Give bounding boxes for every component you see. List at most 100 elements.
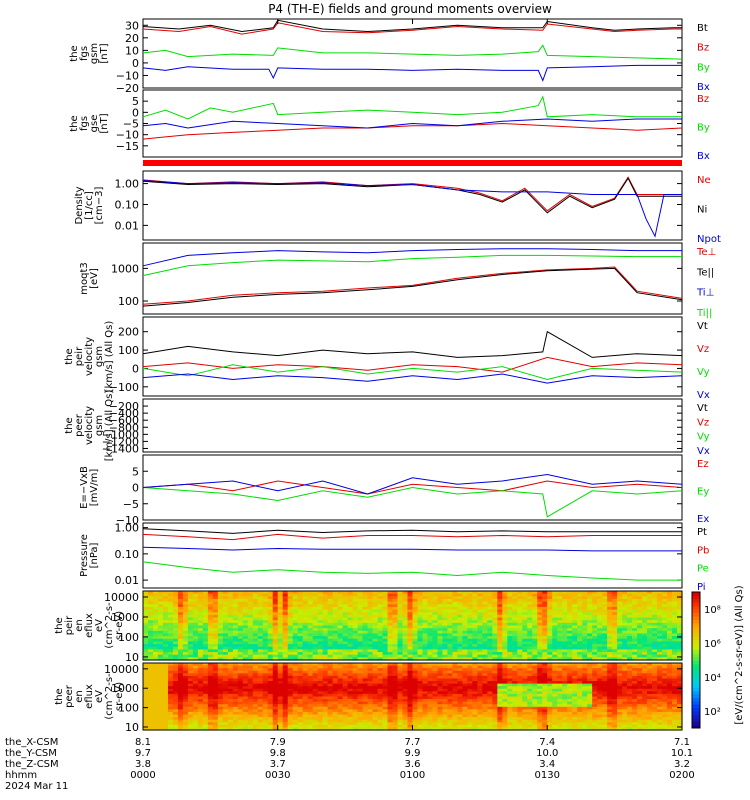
- spectrogram-cell: [402, 665, 409, 669]
- spectrogram-cell: [477, 649, 483, 653]
- spectrogram-cell: [287, 636, 294, 640]
- spectrogram-cell: [512, 609, 518, 613]
- spectrogram-cell: [202, 709, 209, 713]
- spectrogram-cell: [192, 636, 199, 640]
- spectrogram-cell: [272, 606, 279, 611]
- spectrogram-cell: [347, 699, 354, 703]
- panel-frame: [142, 170, 683, 241]
- spectrogram-cell: [462, 686, 468, 690]
- spectrogram-cell: [617, 652, 623, 656]
- spectrogram-cell: [472, 709, 478, 713]
- spectrogram-cell: [302, 614, 309, 619]
- spectrogram-cell: [302, 654, 309, 658]
- spectrogram-cell: [422, 596, 429, 600]
- spectrogram-cell: [492, 668, 498, 672]
- spectrogram-cell: [492, 641, 498, 645]
- spectrogram-cell: [677, 620, 683, 624]
- spectrogram-cell: [252, 652, 259, 656]
- spectrogram-cell: [627, 657, 633, 661]
- spectrogram-cell: [567, 652, 573, 656]
- spectrogram-cell: [397, 638, 404, 643]
- spectrogram-cell: [667, 630, 673, 635]
- spectrogram-cell: [482, 620, 488, 624]
- spectrogram-cell: [242, 668, 249, 672]
- spectrogram-cell: [182, 646, 189, 650]
- spectrogram-cell: [587, 598, 593, 603]
- spectrogram-cell: [337, 663, 344, 667]
- spectrogram-cell: [302, 646, 309, 650]
- spectrogram-cell: [222, 701, 229, 705]
- spectrogram-cell: [367, 638, 374, 643]
- spectrogram-cell: [502, 596, 508, 600]
- spectrogram-cell: [327, 628, 334, 632]
- spectrogram-cell: [232, 657, 239, 661]
- spectrogram-cell: [597, 638, 603, 643]
- spectrogram-cell: [312, 673, 319, 677]
- spectrogram-cell: [262, 654, 269, 658]
- spectrogram-cell: [242, 722, 249, 726]
- spectrogram-cell: [427, 719, 434, 723]
- spectrogram-cell: [222, 668, 229, 672]
- spectrogram-cell: [302, 657, 309, 661]
- spectrogram-cell: [467, 675, 473, 680]
- spectrogram-cell: [472, 663, 478, 667]
- spectrogram-cell: [287, 688, 294, 692]
- y-axis-label: Density [1/cc] [cm−3]: [74, 186, 105, 224]
- spectrogram-cell: [287, 714, 294, 718]
- spectrogram-cell: [402, 722, 409, 726]
- spectrogram-cell: [207, 601, 214, 605]
- spectrogram-cell: [397, 593, 404, 597]
- spectrogram-cell: [167, 596, 174, 600]
- spectrogram-cell: [182, 714, 189, 718]
- spectrogram-cell: [462, 614, 468, 619]
- spectrogram-cell: [267, 714, 274, 718]
- spectrogram-cell: [482, 724, 488, 729]
- spectrogram-cell: [382, 606, 389, 611]
- spectrogram-cell: [662, 591, 668, 595]
- spectrogram-cell: [167, 691, 174, 695]
- spectrogram-cell: [397, 673, 404, 677]
- spectrogram-cell: [447, 641, 454, 645]
- spectrogram-cell: [267, 683, 274, 687]
- spectrogram-cell: [552, 614, 558, 619]
- spectrogram-cell: [357, 652, 364, 656]
- y-axis-label-line: [mV/m]: [89, 469, 100, 507]
- spectrogram-cell: [252, 683, 259, 687]
- spectrogram-cell: [532, 646, 538, 650]
- spectrogram-cell: [497, 693, 503, 698]
- spectrogram-cell: [442, 696, 449, 700]
- spectrogram-cell: [207, 686, 214, 690]
- spectrogram-cell: [627, 644, 633, 648]
- spectrogram-cell: [197, 668, 204, 672]
- spectrogram-cell: [477, 633, 483, 637]
- spectrogram-cell: [582, 644, 588, 648]
- spectrogram-cell: [492, 688, 498, 692]
- spectrogram-cell: [472, 696, 478, 700]
- spectrogram-cell: [417, 617, 424, 621]
- spectrogram-cell: [187, 641, 194, 645]
- spectrogram-cell: [517, 614, 523, 619]
- spectrogram-cell: [262, 606, 269, 611]
- spectrogram-cell: [342, 706, 349, 710]
- spectrogram-cell: [657, 604, 663, 608]
- spectrogram-cell: [152, 670, 159, 674]
- spectrogram-cell: [532, 620, 538, 624]
- spectrogram-cell: [477, 665, 483, 669]
- spectrogram-cell: [372, 622, 379, 627]
- spectrogram-cell: [412, 711, 419, 716]
- spectrogram-cell: [352, 628, 359, 632]
- spectrogram-cell: [372, 609, 379, 613]
- spectrogram-cell: [457, 628, 464, 632]
- spectrogram-cell: [472, 625, 478, 629]
- spectrogram-cell: [242, 622, 249, 627]
- spectrogram-cell: [432, 593, 439, 597]
- spectrogram-cell: [507, 644, 513, 648]
- spectrogram-cell: [432, 693, 439, 698]
- spectrogram-cell: [357, 691, 364, 695]
- spectrogram-cell: [542, 617, 548, 621]
- spectrogram-cell: [392, 654, 399, 658]
- spectrogram-cell: [502, 636, 508, 640]
- y-tick-label: 10: [125, 651, 139, 664]
- spectrogram-cell: [143, 709, 149, 713]
- spectrogram-cell: [257, 591, 264, 595]
